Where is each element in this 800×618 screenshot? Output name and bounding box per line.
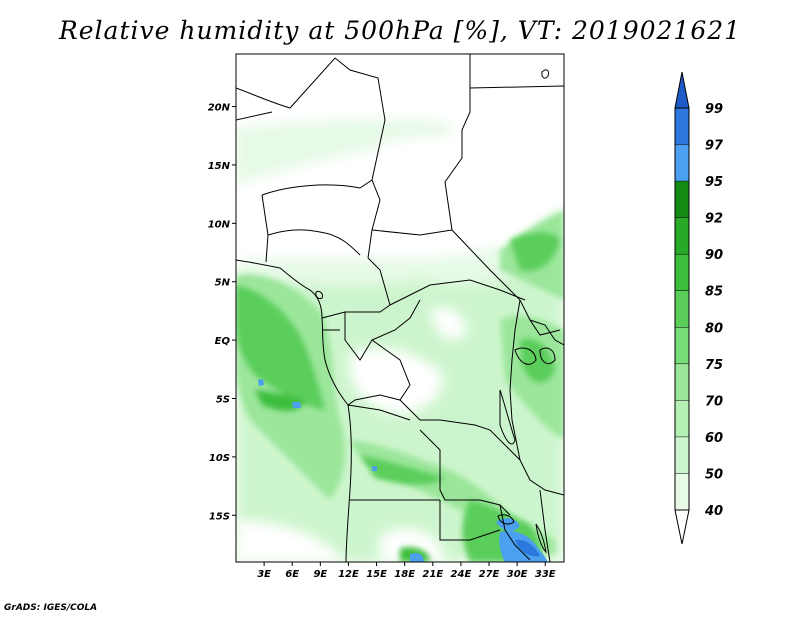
lat-label: 20N	[208, 103, 231, 114]
colorbar-label: 60	[705, 431, 723, 446]
colorbar: 40 50 60 70 75 80 85 90 92 95 97 99	[674, 71, 724, 545]
colorbar-swatch	[675, 436, 689, 474]
colorbar-swatch	[675, 473, 689, 510]
lon-label: 27E	[479, 569, 500, 580]
lat-label: 5S	[216, 395, 230, 406]
latitude-axis: 20N 15N 10N 5N EQ 5S 10S 15S	[208, 103, 236, 522]
lon-label: 33E	[535, 569, 556, 580]
colorbar-label: 70	[705, 394, 723, 409]
humidity-field	[236, 54, 564, 562]
longitude-axis: 3E 6E 9E 12E 15E 18E 21E 24E 27E 30E 33E	[257, 562, 556, 580]
colorbar-min-arrow	[674, 509, 690, 545]
country-borders	[236, 54, 564, 562]
map-title: Relative humidity at 500hPa [%], VT: 201…	[58, 16, 742, 45]
colorbar-label: 90	[705, 248, 723, 263]
colorbar-swatch	[675, 254, 689, 291]
colorbar-label: 95	[705, 175, 723, 190]
lon-label: 15E	[366, 569, 387, 580]
lon-label: 24E	[451, 569, 472, 580]
colorbar-label: 97	[705, 139, 724, 154]
credit-text: GrADS: IGES/COLA	[4, 603, 98, 613]
lon-label: 9E	[313, 569, 327, 580]
lat-label: 5N	[215, 278, 231, 289]
map-frame	[235, 53, 565, 563]
lon-label: 3E	[257, 569, 271, 580]
lon-label: 21E	[422, 569, 443, 580]
colorbar-swatch	[675, 400, 689, 437]
colorbar-label: 92	[705, 212, 723, 227]
colorbar-swatch	[675, 181, 689, 218]
lat-label: EQ	[215, 336, 231, 347]
colorbar-label: 50	[705, 467, 723, 482]
colorbar-label: 80	[705, 321, 723, 336]
colorbar-max-arrow	[674, 71, 690, 109]
lon-label: 30E	[507, 569, 528, 580]
lat-label: 15N	[208, 161, 231, 172]
lat-label: 10N	[208, 219, 231, 230]
lat-label: 10S	[209, 453, 230, 464]
colorbar-swatch	[675, 144, 689, 182]
colorbar-swatch	[675, 108, 689, 145]
colorbar-swatch	[675, 290, 689, 328]
lon-label: 12E	[338, 569, 359, 580]
colorbar-swatch	[675, 327, 689, 364]
colorbar-label: 85	[705, 285, 723, 300]
colorbar-label: 40	[704, 504, 723, 519]
lon-label: 18E	[394, 569, 415, 580]
colorbar-label: 99	[705, 102, 723, 117]
colorbar-swatch	[675, 363, 689, 401]
colorbar-label: 75	[705, 358, 723, 373]
lat-label: 15S	[209, 511, 230, 522]
colorbar-swatch	[675, 217, 689, 255]
lon-label: 6E	[285, 569, 299, 580]
